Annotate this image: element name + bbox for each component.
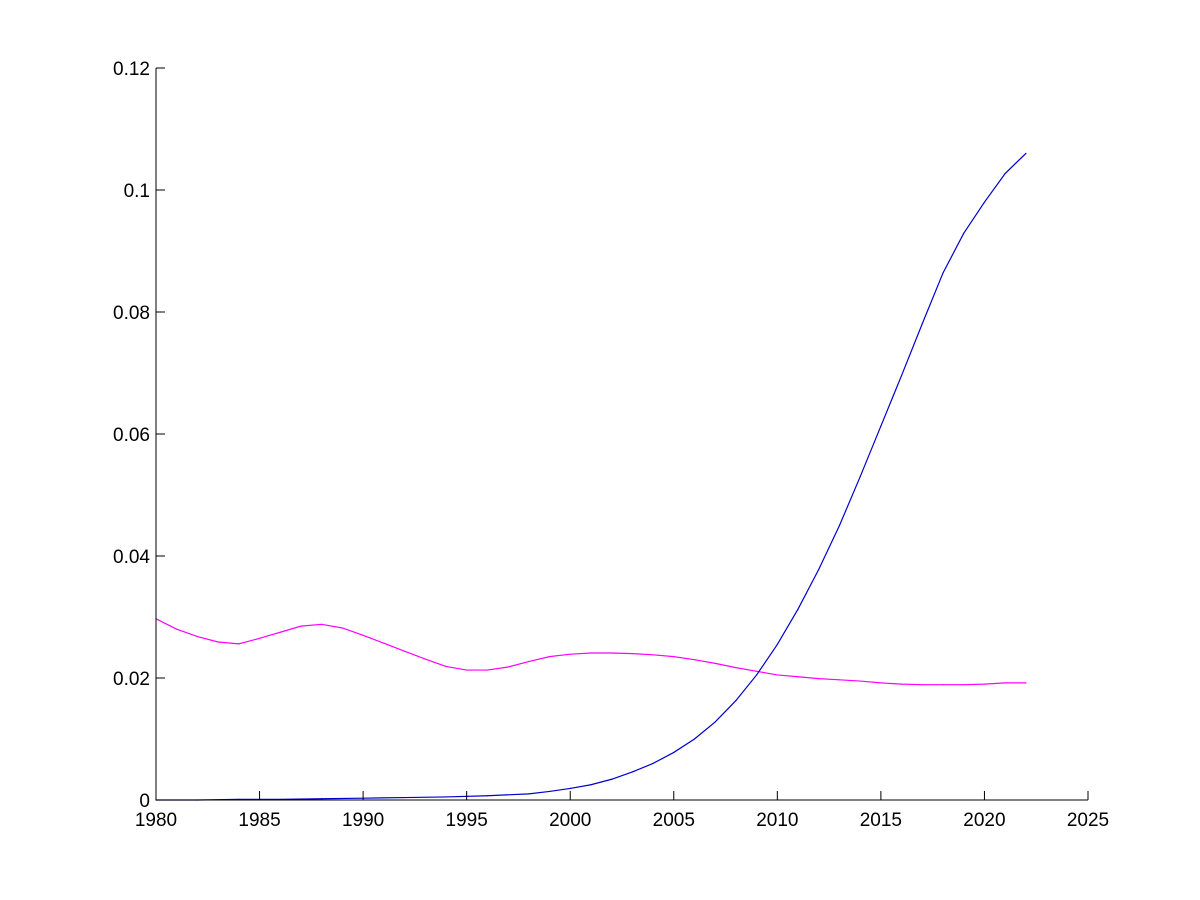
- x-tick-label: 2000: [549, 810, 591, 831]
- series-1-point: [1025, 682, 1027, 684]
- series-2-point: [942, 272, 944, 274]
- series-2-point: [652, 762, 654, 765]
- series-2-point: [838, 524, 841, 527]
- series-1-point: [756, 670, 758, 672]
- series-2-point: [921, 322, 923, 325]
- x-tick-label: 1985: [238, 810, 280, 831]
- series-1-point: [963, 684, 965, 686]
- y-tick-label: 0.04: [113, 547, 150, 568]
- ticks: 1980 1985 1990 1995 2000 2005 2010 2015 2020 2025…: [113, 59, 1109, 831]
- series-1-point: [859, 680, 861, 682]
- series-2-point: [611, 778, 613, 780]
- x-tick-label: 2020: [963, 810, 1005, 831]
- series-1: [155, 618, 1027, 686]
- series-2-point: [880, 425, 882, 427]
- series-2-point: [818, 568, 820, 571]
- y-tick-label: 0.12: [113, 59, 150, 80]
- series-1-point: [445, 665, 447, 668]
- series-1-point: [528, 660, 530, 663]
- series-2-point: [548, 790, 551, 793]
- y-tick-label: 0.08: [113, 303, 150, 324]
- series-2-point: [735, 699, 737, 702]
- series-1-point: [673, 656, 675, 658]
- y-tick-label: 0.02: [113, 669, 150, 690]
- series-1-point: [300, 625, 302, 627]
- series-1-point: [279, 631, 281, 633]
- series-1-point: [735, 667, 737, 669]
- series-1-point: [403, 650, 406, 652]
- x-tick-label: 2005: [653, 810, 695, 831]
- x-tick-label: 1980: [135, 810, 177, 831]
- series-1-point: [196, 635, 199, 638]
- series-2-point: [1004, 172, 1006, 175]
- series-2-point: [403, 796, 406, 799]
- series-1-point: [611, 652, 613, 654]
- series-2-point: [528, 793, 530, 795]
- x-tick-label: 2025: [1067, 810, 1109, 831]
- series-1-line: [155, 618, 1026, 686]
- series-2-point: [1025, 152, 1027, 154]
- series-1-point: [631, 653, 633, 655]
- series-1-point: [880, 682, 882, 684]
- series-2-point: [859, 476, 861, 478]
- series-2-point: [797, 608, 799, 610]
- series-1-point: [652, 654, 654, 656]
- series-2-point: [901, 374, 903, 377]
- x-tick-label: 1990: [342, 810, 384, 831]
- series-2-point: [693, 738, 696, 740]
- series-1-point: [217, 641, 219, 643]
- series-layer: [155, 152, 1027, 801]
- series-2-point: [486, 795, 488, 797]
- series-2-point: [983, 201, 986, 203]
- series-1-point: [693, 659, 696, 661]
- series-2-point: [673, 751, 675, 754]
- series-2-point: [714, 721, 716, 723]
- y-tick-label: 0: [139, 791, 150, 812]
- x-tick-label: 2010: [756, 810, 798, 831]
- series-1-point: [548, 656, 551, 658]
- series-1-point: [776, 674, 778, 676]
- series-1-point: [983, 683, 986, 685]
- axes: [155, 68, 1088, 801]
- x-tick-label: 1995: [446, 810, 488, 831]
- series-1-point: [569, 653, 571, 655]
- series-2: [155, 152, 1027, 801]
- y-tick-label: 0.06: [113, 425, 150, 446]
- series-2-point: [963, 232, 965, 234]
- series-1-point: [424, 658, 426, 660]
- series-2-point: [590, 784, 592, 786]
- series-1-point: [466, 669, 468, 671]
- series-1-point: [486, 669, 488, 671]
- series-1-point: [921, 684, 923, 686]
- series-2-point: [321, 798, 323, 800]
- series-1-point: [507, 666, 509, 668]
- x-tick-label: 2015: [860, 810, 902, 831]
- y-tick-label: 0.1: [124, 181, 150, 202]
- series-1-point: [341, 627, 343, 629]
- series-2-point: [445, 796, 447, 798]
- series-1-point: [714, 662, 716, 664]
- series-1-point: [590, 652, 592, 654]
- series-1-point: [838, 679, 841, 681]
- series-1-point: [1004, 682, 1006, 684]
- series-2-point: [569, 787, 571, 790]
- series-1-point: [901, 683, 903, 685]
- series-2-point: [631, 771, 633, 773]
- series-1-point: [942, 684, 944, 686]
- series-1-point: [818, 678, 820, 680]
- series-1-point: [321, 623, 323, 625]
- series-1-point: [797, 676, 799, 678]
- series-1-point: [258, 637, 261, 639]
- series-2-point: [756, 674, 758, 676]
- series-1-point: [362, 634, 364, 636]
- series-1-point: [176, 628, 178, 630]
- series-2-point: [776, 643, 778, 646]
- series-2-line: [156, 152, 1027, 801]
- series-1-point: [238, 643, 240, 645]
- series-1-point: [383, 642, 385, 644]
